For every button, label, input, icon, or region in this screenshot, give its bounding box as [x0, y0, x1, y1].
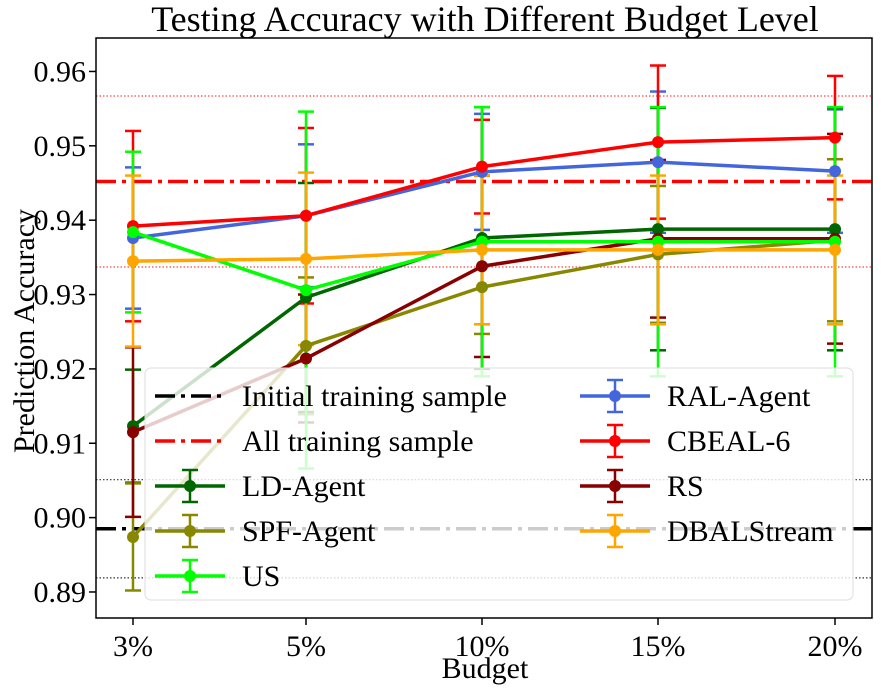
legend-swatch-marker-spf-agent	[184, 525, 196, 537]
legend-label-rs: RS	[667, 470, 704, 503]
legend-label-all-training-sample: All training sample	[242, 425, 474, 458]
point-us-1	[300, 284, 312, 297]
y-tick-label-0: 0.89	[34, 576, 87, 609]
point-dbalstream-3	[652, 243, 664, 256]
legend-swatch-marker-ral-agent	[609, 390, 621, 402]
legend-label-ld-agent: LD-Agent	[242, 470, 366, 503]
legend-label-initial-training-sample: Initial training sample	[242, 380, 507, 413]
point-dbalstream-4	[829, 243, 841, 256]
point-cbeal-6-2	[476, 160, 488, 173]
x-tick-label-3: 15%	[631, 630, 686, 663]
point-spf-agent-2	[476, 281, 488, 294]
x-tick-label-2: 10%	[455, 630, 510, 663]
point-cbeal-6-1	[300, 209, 312, 222]
point-spf-agent-1	[300, 339, 312, 352]
point-us-0	[127, 226, 139, 239]
plot-frame	[95, 37, 873, 619]
legend-swatch-marker-cbeal-6	[609, 435, 621, 447]
legend-swatch-marker-dbalstream	[609, 525, 621, 537]
y-tick-label-6: 0.95	[34, 130, 87, 163]
legend: Initial training sample All training samp…	[144, 367, 854, 601]
point-ld-agent-4	[829, 223, 841, 236]
point-ld-agent-3	[652, 223, 664, 236]
y-tick-label-4: 0.93	[34, 279, 87, 312]
legend-swatch-marker-ld-agent	[184, 480, 196, 492]
legend-box	[144, 367, 854, 601]
point-spf-agent-0	[127, 530, 139, 543]
legend-label-us: US	[242, 560, 280, 593]
y-tick-label-3: 0.92	[34, 353, 87, 386]
point-dbalstream-1	[300, 252, 312, 265]
point-dbalstream-2	[476, 243, 488, 256]
legend-swatch-marker-rs	[609, 480, 621, 492]
y-axis-label: Prediction Accuracy	[8, 209, 41, 453]
point-cbeal-6-4	[829, 131, 841, 144]
point-rs-2	[476, 260, 488, 273]
y-tick-label-2: 0.91	[34, 427, 87, 460]
x-tick-label-4: 20%	[808, 630, 863, 663]
legend-label-dbalstream: DBALStream	[667, 515, 834, 548]
point-cbeal-6-3	[652, 136, 664, 149]
point-dbalstream-0	[127, 255, 139, 268]
chart-title: Testing Accuracy with Different Budget L…	[151, 0, 819, 39]
point-ral-agent-3	[652, 156, 664, 169]
legend-label-ral-agent: RAL-Agent	[667, 380, 811, 413]
y-tick-label-1: 0.90	[34, 502, 87, 535]
x-tick-label-1: 5%	[286, 630, 326, 663]
legend-label-spf-agent: SPF-Agent	[242, 515, 376, 548]
point-rs-0	[127, 426, 139, 439]
plot-area: 0.89 0.90 0.91 0.92 0.93 0.94 0.95 0.96 3% 5% 10% 1…	[34, 37, 873, 663]
x-axis-label: Budget	[442, 652, 529, 685]
y-tick-label-7: 0.96	[34, 55, 87, 88]
point-ral-agent-4	[829, 165, 841, 178]
legend-swatch-marker-us	[184, 570, 196, 582]
y-tick-label-5: 0.94	[34, 204, 87, 237]
x-tick-label-0: 3%	[113, 630, 153, 663]
point-rs-1	[300, 352, 312, 365]
legend-label-cbeal-6: CBEAL-6	[667, 425, 790, 458]
